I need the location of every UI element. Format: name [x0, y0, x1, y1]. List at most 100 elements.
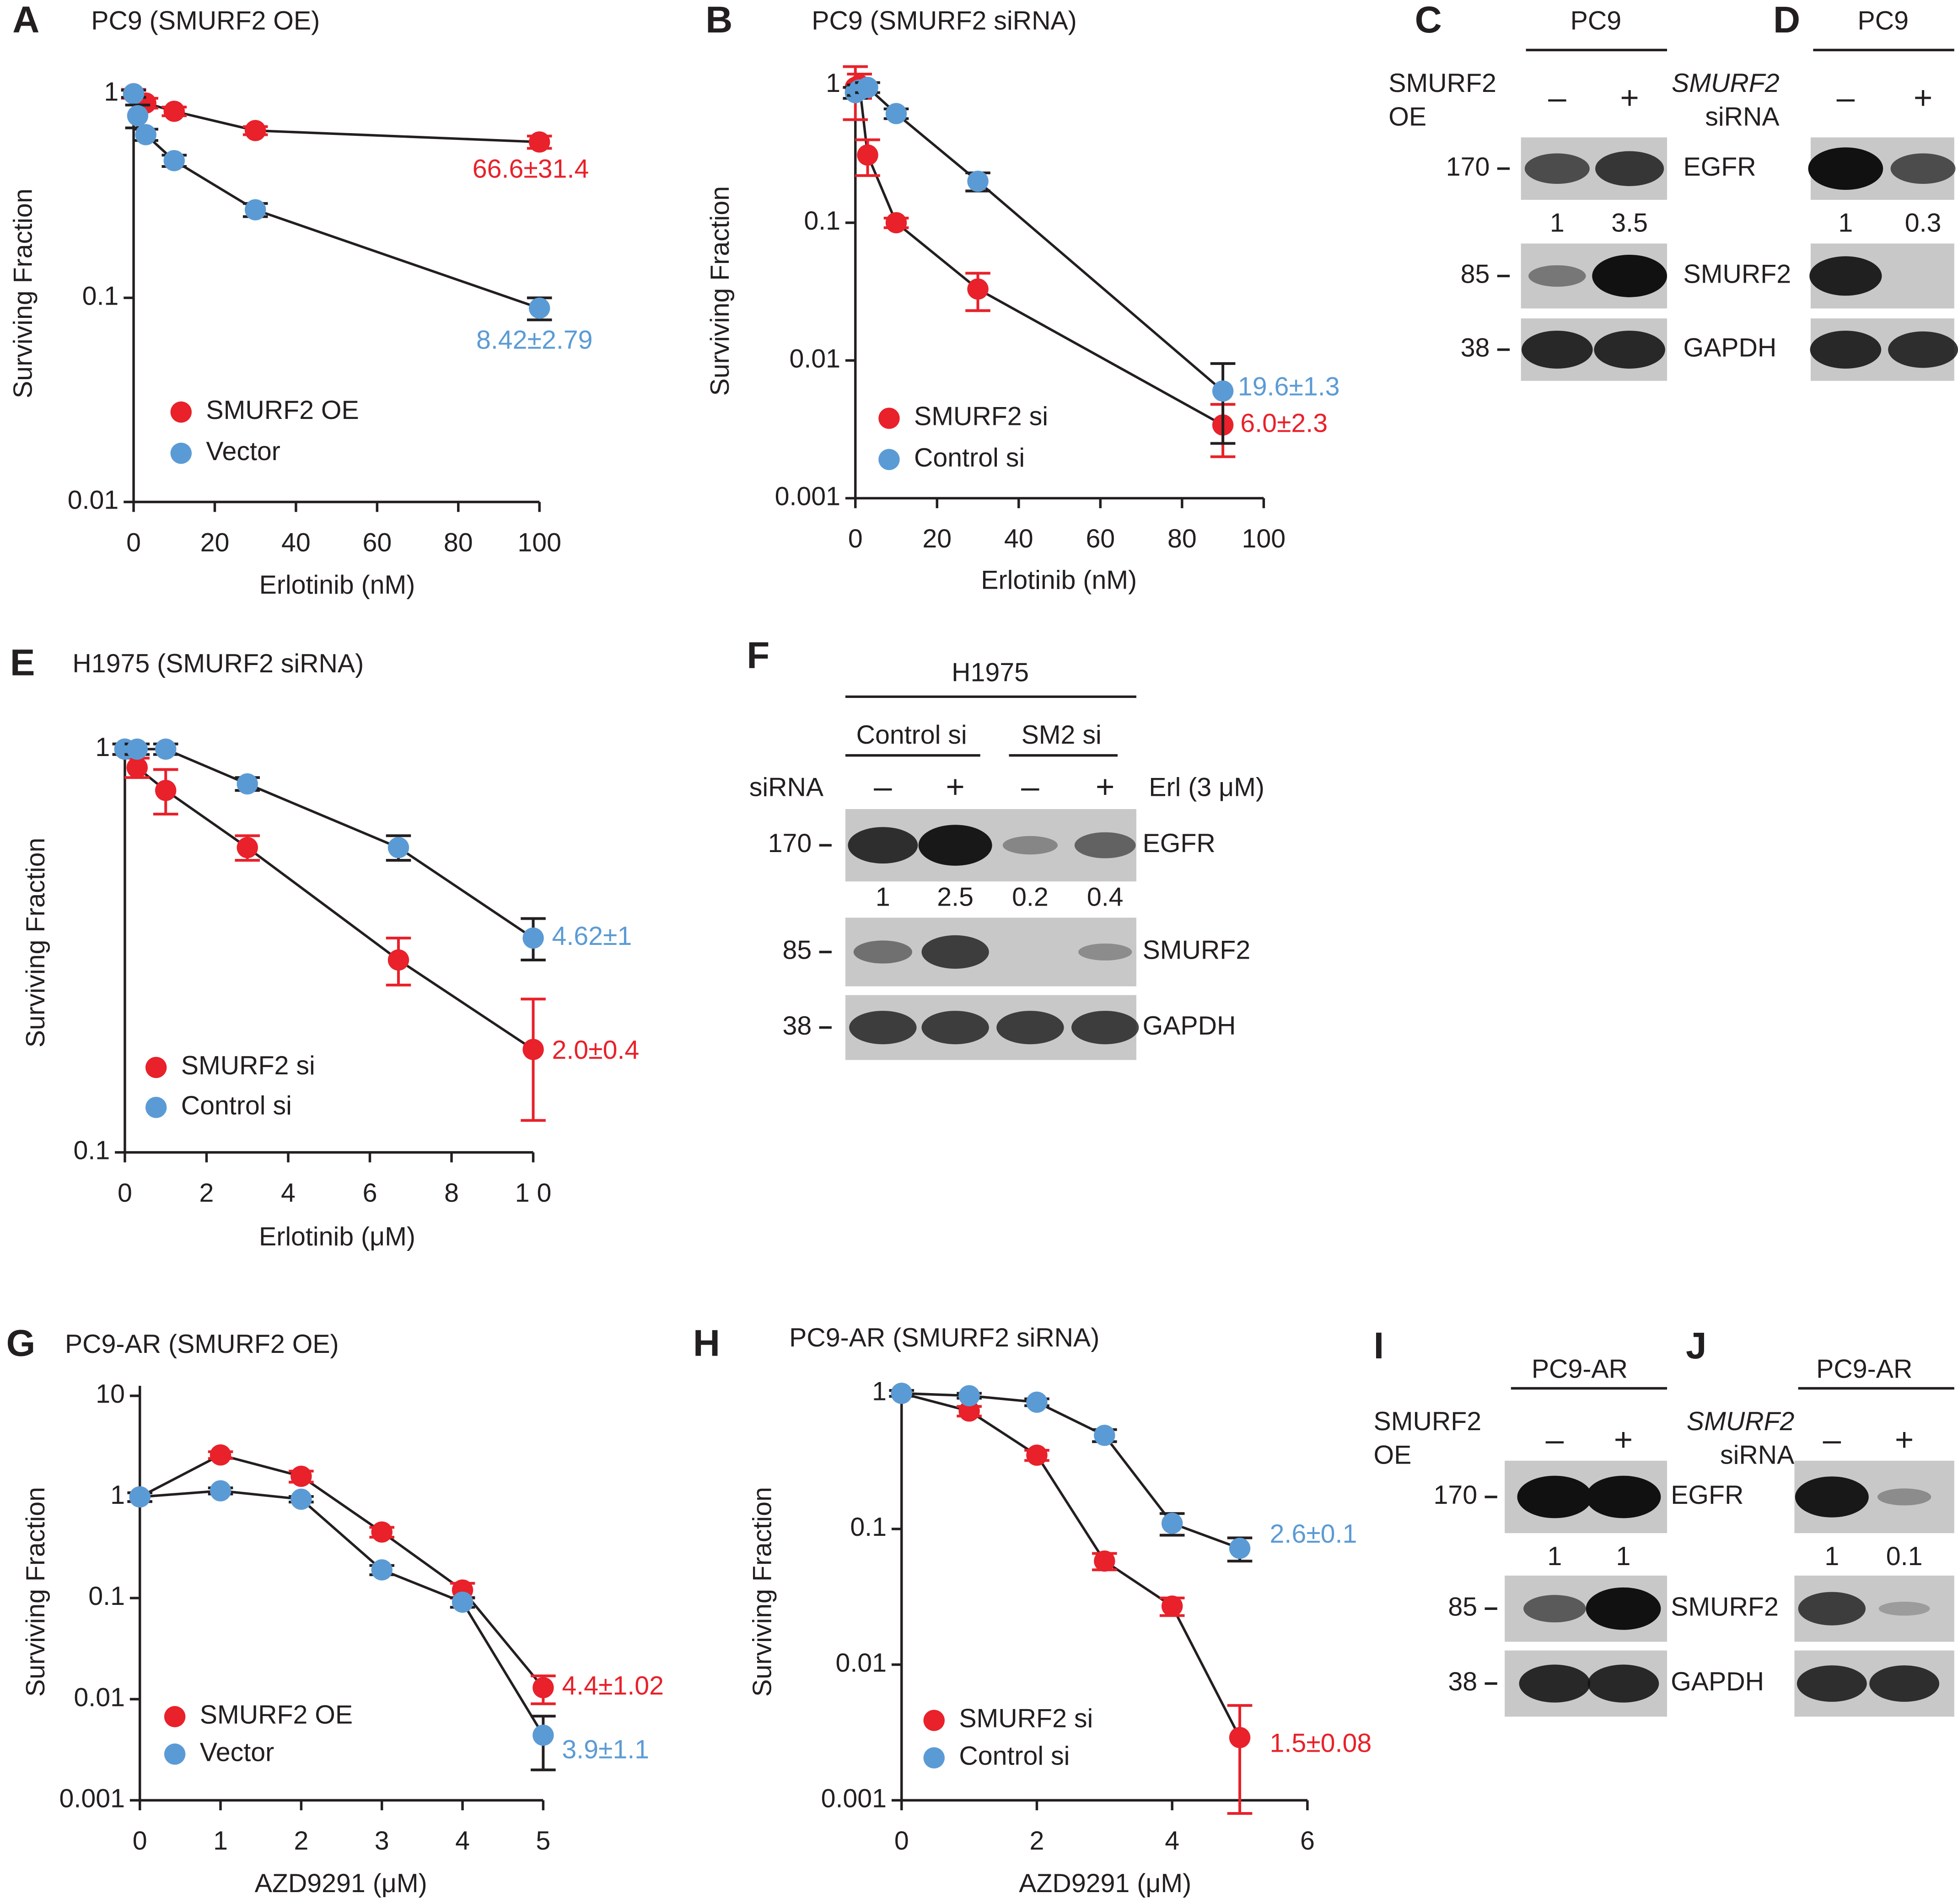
end-label: 6.0±2.3 [1240, 408, 1328, 438]
band [1797, 1665, 1867, 1702]
band-name: SMURF2 [1683, 260, 1791, 289]
end-label: 3.9±1.1 [562, 1735, 649, 1765]
y-tick-label: 1 [95, 733, 110, 762]
band [1071, 1011, 1139, 1045]
x-tick-label: 80 [444, 528, 473, 557]
y-tick-label: 0.01 [789, 344, 840, 373]
data-point [245, 120, 266, 141]
lane-label: + [946, 769, 964, 805]
y-axis-label: Surviving Fraction [705, 186, 735, 396]
mw-label: 85 [1461, 260, 1490, 289]
series-line [133, 92, 540, 144]
data-point [967, 278, 989, 300]
data-point [1161, 1595, 1183, 1617]
data-point [1026, 1444, 1048, 1466]
y-tick-label: 0.1 [850, 1512, 887, 1542]
x-tick-label: 3 [375, 1826, 389, 1856]
legend-label: SMURF2 OE [200, 1700, 353, 1730]
y-tick-label: 0.1 [88, 1582, 125, 1611]
legend-label: SMURF2 si [181, 1051, 315, 1080]
data-point [857, 76, 878, 98]
panel-letter: J [1686, 1325, 1707, 1367]
quantification: 1 [1824, 1542, 1839, 1571]
blot-header: PC9 [1571, 6, 1622, 35]
panel-letter: B [705, 0, 732, 41]
condition-label: SMURF2 [1374, 1407, 1482, 1436]
quantification: 3.5 [1611, 209, 1648, 238]
band [1587, 1664, 1659, 1703]
condition-label: siRNA [749, 772, 824, 802]
data-point [522, 1039, 544, 1060]
legend-label: Control si [914, 443, 1025, 472]
data-point [1229, 1538, 1251, 1559]
y-tick-label: 0.1 [804, 206, 840, 236]
x-tick-label: 20 [200, 528, 230, 557]
lane-label: – [1546, 1422, 1564, 1458]
x-tick-label: 4 [1165, 1826, 1179, 1856]
data-point [533, 1677, 554, 1699]
panel-letter: I [1374, 1325, 1384, 1367]
end-label: 8.42±2.79 [476, 326, 593, 355]
data-point [387, 949, 409, 971]
panel-letter: G [6, 1322, 36, 1364]
x-tick-label: 0 [848, 524, 863, 553]
lane-label: + [1895, 1422, 1914, 1458]
mw-label: 170 [1446, 152, 1490, 182]
band [996, 1011, 1064, 1045]
data-point [1026, 1391, 1048, 1413]
blot-header: PC9-AR [1816, 1354, 1912, 1384]
band-name: GAPDH [1671, 1667, 1764, 1696]
band [1519, 1664, 1591, 1703]
condition-label: siRNA [1705, 102, 1780, 132]
x-tick-label: 1 [213, 1826, 228, 1856]
band [1592, 255, 1668, 297]
end-label: 2.0±0.4 [552, 1035, 639, 1065]
data-point [533, 1724, 554, 1746]
y-tick-label: 0.01 [835, 1648, 887, 1678]
band [1074, 832, 1136, 858]
lane-label: + [1620, 80, 1639, 116]
quantification: 2.5 [937, 883, 974, 912]
chart-title: PC9-AR (SMURF2 OE) [65, 1330, 339, 1359]
quantification: 0.1 [1886, 1542, 1923, 1571]
x-axis-label: AZD9291 (μM) [255, 1869, 427, 1898]
x-tick-label: 20 [922, 524, 952, 553]
data-point [452, 1591, 473, 1613]
series-line [855, 83, 1224, 426]
x-tick-label: 80 [1167, 524, 1197, 553]
band [1809, 256, 1882, 296]
band [1594, 330, 1665, 369]
end-label: 66.6±31.4 [473, 154, 589, 183]
band [1595, 151, 1664, 186]
data-point [371, 1559, 393, 1581]
data-point [210, 1480, 231, 1502]
series-line [901, 1392, 1241, 1738]
chart-title: PC9 (SMURF2 siRNA) [812, 6, 1077, 35]
x-tick-label: 6 [1300, 1826, 1315, 1856]
error-bar [1210, 362, 1236, 445]
data-point [237, 773, 258, 795]
mw-label: 38 [782, 1011, 812, 1040]
panel-letter: E [10, 642, 35, 684]
quantification: 1 [876, 883, 890, 912]
data-point [126, 738, 148, 760]
data-point [155, 779, 177, 801]
condition-label: siRNA [1720, 1441, 1795, 1470]
band-name: SMURF2 [1671, 1592, 1779, 1621]
legend-marker [923, 1710, 945, 1731]
band [1808, 147, 1883, 190]
x-tick-label: 100 [1242, 524, 1286, 553]
data-point [163, 101, 185, 122]
panel-letter: A [12, 0, 39, 41]
end-label: 1.5±0.08 [1270, 1729, 1372, 1758]
legend-label: Vector [206, 437, 280, 466]
band [1878, 1601, 1930, 1616]
x-tick-label: 0 [118, 1179, 132, 1208]
y-tick-label: 1 [826, 69, 840, 98]
y-tick-label: 10 [96, 1379, 125, 1409]
legend-marker [164, 1743, 186, 1765]
band [1078, 943, 1132, 961]
data-point [967, 171, 989, 192]
x-axis-label: Erlotinib (μM) [259, 1222, 415, 1251]
